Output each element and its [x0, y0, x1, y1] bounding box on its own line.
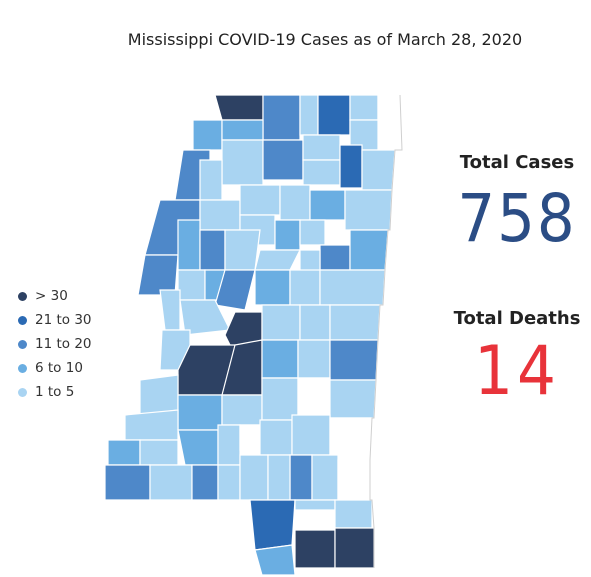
county-neshoba — [299, 304, 331, 341]
county-lauderdale — [329, 339, 379, 381]
legend-label: 11 to 20 — [35, 336, 92, 352]
county-franklin — [139, 439, 179, 466]
county-tate — [221, 119, 264, 141]
county-adams — [107, 439, 141, 466]
county-sharkey — [177, 269, 206, 301]
county-covington — [259, 419, 293, 456]
county-monroe — [344, 189, 393, 231]
county-hancock — [254, 544, 296, 576]
county-perry — [311, 454, 339, 501]
county-benton — [299, 94, 319, 136]
county-marion — [239, 454, 269, 501]
county-greene — [337, 459, 371, 501]
county-desoto — [214, 94, 264, 121]
county-yalobusha — [239, 184, 281, 216]
county-leake — [261, 304, 301, 341]
county-quitman — [199, 159, 223, 201]
county-tallahatchie — [199, 199, 241, 231]
county-marshall — [317, 94, 351, 136]
county-chickasaw — [309, 189, 346, 221]
county-claiborne — [139, 374, 179, 416]
county-lawrence — [217, 424, 241, 466]
county-carroll — [224, 229, 261, 271]
total-cases-label: Total Cases — [459, 152, 575, 173]
state-east-border — [369, 94, 403, 568]
county-simpson — [221, 394, 263, 426]
county-forrest — [267, 454, 291, 501]
county-walthall — [217, 464, 241, 501]
county-attala — [254, 269, 291, 306]
legend-label: > 30 — [35, 288, 68, 304]
county-stone — [294, 499, 336, 511]
legend-label: 1 to 5 — [35, 384, 75, 400]
county-kemper — [329, 304, 381, 341]
total-deaths-value: 14 — [474, 332, 560, 411]
county-sunflower — [177, 219, 201, 271]
county-wilkinson — [104, 464, 151, 501]
county-pike — [191, 464, 219, 501]
county-tunica — [192, 119, 223, 151]
county-holmes — [214, 269, 256, 311]
county-montgomery — [254, 249, 301, 271]
county-lafayette — [262, 139, 304, 181]
county-washington — [137, 254, 179, 296]
legend-item-11to20: 11 to 20 — [18, 332, 92, 356]
county-marshall-west — [262, 94, 301, 141]
legend-swatch — [18, 315, 27, 325]
county-jackson — [334, 527, 375, 569]
county-clay — [299, 219, 326, 246]
county-scott — [261, 339, 299, 379]
county-lamar — [289, 454, 313, 501]
legend-swatch — [18, 387, 27, 397]
county-smith — [261, 377, 299, 421]
county-jeff-davis — [239, 424, 261, 451]
county-webster — [274, 219, 301, 251]
county-tishomingo-north — [349, 94, 379, 121]
legend-swatch — [18, 363, 27, 373]
county-oktibbeha — [319, 244, 351, 271]
county-issaquena — [159, 289, 181, 331]
legend-swatch — [18, 291, 27, 301]
county-jones — [291, 414, 331, 456]
legend-swatch — [18, 339, 27, 349]
county-copiah — [177, 394, 223, 431]
county-panola — [221, 139, 264, 186]
legend-item-1to5: 1 to 5 — [18, 380, 92, 404]
county-itawamba — [361, 149, 396, 191]
legend-item-21to30: 21 to 30 — [18, 308, 92, 332]
county-leflore — [199, 229, 226, 271]
county-wayne — [329, 417, 373, 461]
legend-item-gt30: > 30 — [18, 284, 92, 308]
county-amite — [149, 464, 193, 501]
county-calhoun — [279, 184, 311, 221]
county-tishomingo — [377, 94, 403, 151]
county-winston — [289, 269, 321, 306]
county-jasper — [297, 377, 331, 416]
legend-item-6to10: 6 to 10 — [18, 356, 92, 380]
map-title: Mississippi COVID-19 Cases as of March 2… — [127, 30, 523, 49]
county-george — [334, 499, 373, 529]
county-lee — [339, 144, 363, 189]
county-lowndes — [349, 229, 389, 271]
legend-label: 6 to 10 — [35, 360, 83, 376]
county-pearl-river — [249, 499, 296, 551]
county-harrison — [294, 529, 336, 569]
total-deaths-label: Total Deaths — [453, 308, 581, 329]
county-lincoln — [177, 429, 219, 466]
legend: > 30 21 to 30 11 to 20 6 to 10 1 to 5 — [18, 284, 92, 404]
county-pontotoc — [302, 159, 341, 186]
county-union — [302, 134, 341, 161]
total-cases-value: 758 — [457, 180, 577, 257]
county-noxubee — [319, 269, 386, 306]
county-clarke — [329, 379, 377, 419]
legend-label: 21 to 30 — [35, 312, 92, 328]
county-jefferson — [124, 409, 179, 441]
county-newton — [297, 339, 331, 379]
